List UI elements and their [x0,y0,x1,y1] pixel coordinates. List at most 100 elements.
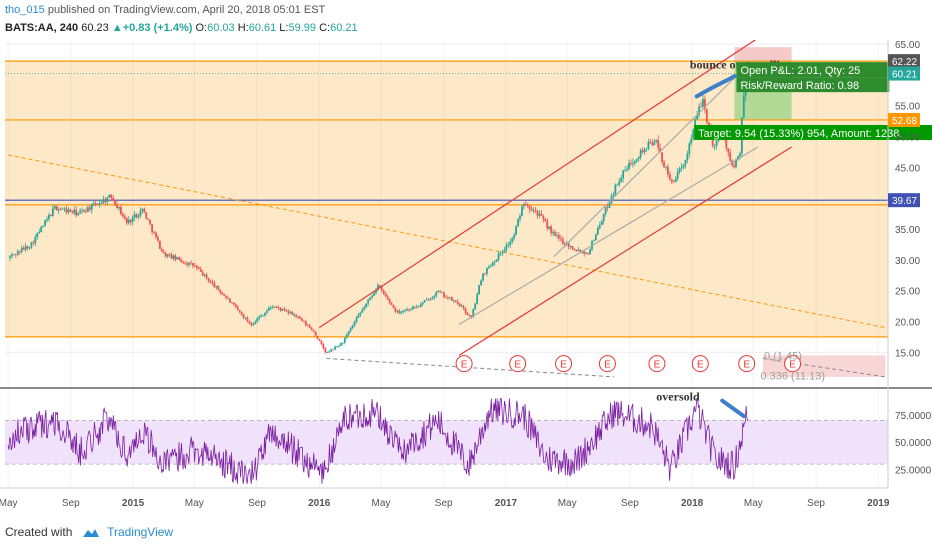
candle-body [546,220,549,229]
price-tick-label: 30.00 [895,256,920,267]
candle-body [587,253,590,255]
candle-body [55,205,58,211]
candle-body [540,213,543,216]
candle-body [232,302,235,305]
time-tick-label: Sep [248,498,266,509]
candle-body [137,215,140,218]
candle-body [361,309,364,313]
candle-body [392,304,395,308]
earnings-marker [455,355,473,373]
candle-body [382,290,385,294]
candle-body [466,312,469,315]
candle-body [38,232,41,234]
candle-body [505,245,508,250]
candle-body [42,225,44,227]
earnings-marker-label: E [560,360,567,371]
candle-body [166,254,169,257]
candle-body [487,266,490,269]
candle-body [11,254,13,257]
candle-body [197,267,200,270]
candle-body [649,141,652,144]
candle-body [104,199,107,203]
candle-body [402,310,405,312]
candle-body [59,209,62,210]
candle-body [53,205,56,209]
candle-body [81,209,83,211]
close-label: C: [319,22,331,34]
candle-body [188,262,190,265]
candle-body [639,150,642,158]
earnings-marker-label: E [461,360,468,371]
earnings-marker-label: E [514,360,521,371]
time-tick-label: May [185,498,204,509]
symbol-label[interactable]: BATS:AA, 240 [5,22,79,34]
candle-body [281,308,284,311]
candle-body [462,305,465,308]
candle-body [445,297,447,298]
candle-body [470,315,473,318]
candle-body [668,174,671,180]
candle-body [155,232,157,238]
time-tick-label: May [371,498,390,509]
candle-body [340,343,342,346]
candle-body [215,286,218,288]
candle-body [44,220,46,226]
candle-body [172,255,175,259]
candle-body [682,164,685,168]
dashed-trendline [7,154,886,329]
candle-body [651,143,654,146]
candle-body [513,234,516,239]
candle-body [417,306,420,308]
candle-body [139,210,142,216]
candle-body [449,297,451,299]
tradingview-link[interactable]: TradingView [107,525,174,539]
channel-line [458,146,759,326]
candle-body [229,298,231,303]
candle-body [96,204,99,206]
candle-body [458,303,461,307]
candle-body [147,218,150,221]
candle-body [415,306,418,308]
channel-line [553,77,735,258]
time-tick-label: 2016 [308,498,331,509]
candle-body [441,292,444,294]
candle-body [127,219,130,224]
candle-body [454,300,457,302]
high-value: 60.61 [248,22,277,34]
candle-body [252,323,255,326]
time-tick-label: 2017 [495,498,518,509]
candle-body [388,298,391,303]
candle-body [522,204,525,207]
candle-body [248,321,251,324]
candle-body [373,293,375,296]
candle-body [628,163,630,170]
candle-body [16,251,19,255]
candle-body [264,312,266,316]
candle-body [357,314,360,318]
candle-body [369,297,372,300]
candle-body [489,266,492,267]
candle-body [51,208,54,216]
candle-body [476,294,479,304]
candle-body [209,281,212,283]
candle-body [563,243,566,245]
candle-body [460,305,463,307]
candle-body [157,237,159,241]
candle-body [598,224,601,228]
candle-body [345,334,348,338]
candle-body [326,352,329,354]
candle-body [614,184,617,195]
time-tick-label: Sep [807,498,825,509]
candle-body [519,215,521,220]
candle-body [160,248,163,252]
candle-body [291,311,294,315]
candle-body [75,209,78,216]
candle-body [266,310,268,313]
candle-body [98,203,101,205]
candle-body [343,337,346,343]
candle-body [162,251,165,253]
candle-body [194,265,196,267]
author-link[interactable]: tho_015 [5,4,45,16]
rsi-tick-label: 50.0000 [895,438,932,449]
